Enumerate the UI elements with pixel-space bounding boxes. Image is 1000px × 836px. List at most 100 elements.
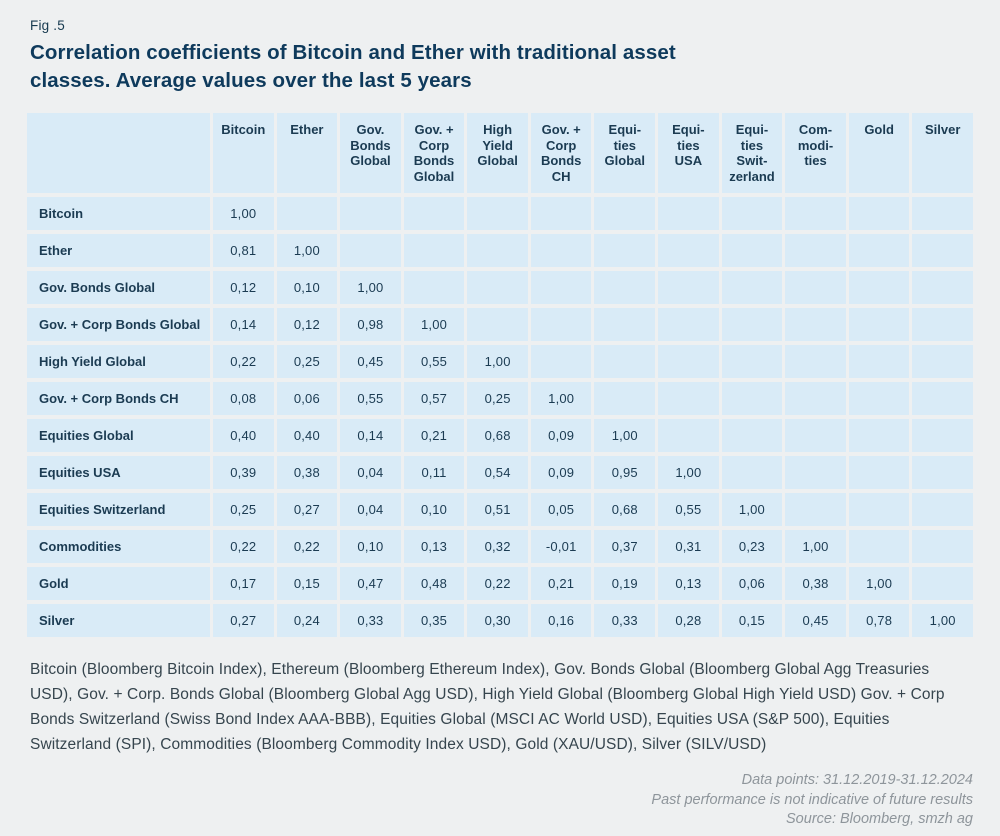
matrix-cell-empty xyxy=(467,308,528,341)
matrix-cell: 1,00 xyxy=(530,382,592,415)
matrix-cell: 0,40 xyxy=(276,419,338,452)
matrix-cell-empty xyxy=(912,419,973,452)
matrix-cell: 1,00 xyxy=(721,493,783,526)
matrix-cell-empty xyxy=(848,382,910,415)
matrix-cell-empty xyxy=(912,493,973,526)
column-header: Gov. + Corp Bonds CH xyxy=(530,113,592,193)
matrix-cell-empty xyxy=(912,197,973,230)
column-header: Equi- ties Global xyxy=(594,113,656,193)
matrix-cell: 0,81 xyxy=(213,234,274,267)
matrix-cell: 1,00 xyxy=(848,567,910,600)
matrix-cell-empty xyxy=(530,345,592,378)
matrix-cell-empty xyxy=(912,345,973,378)
matrix-cell: 1,00 xyxy=(276,234,338,267)
matrix-cell-empty xyxy=(467,271,528,304)
matrix-cell-empty xyxy=(594,271,656,304)
column-header: Gold xyxy=(848,113,910,193)
matrix-cell-empty xyxy=(721,382,783,415)
matrix-cell-empty xyxy=(658,271,719,304)
matrix-cell: 0,05 xyxy=(530,493,592,526)
performance-disclaimer: Past performance is not indicative of fu… xyxy=(651,791,973,808)
matrix-cell: 0,32 xyxy=(467,530,528,563)
matrix-cell-empty xyxy=(912,567,973,600)
matrix-cell: 0,06 xyxy=(721,567,783,600)
matrix-cell: 0,19 xyxy=(594,567,656,600)
matrix-cell: 0,13 xyxy=(403,530,465,563)
matrix-cell-empty xyxy=(403,271,465,304)
row-header: Commodities xyxy=(27,530,210,563)
matrix-cell: 1,00 xyxy=(912,604,973,637)
column-header: Ether xyxy=(276,113,338,193)
matrix-cell: 0,55 xyxy=(340,382,401,415)
source-block: Data points: 31.12.2019-31.12.2024 Past … xyxy=(27,771,973,830)
matrix-cell-empty xyxy=(530,234,592,267)
row-header: Equities Global xyxy=(27,419,210,452)
matrix-cell-empty xyxy=(721,308,783,341)
matrix-cell: 1,00 xyxy=(467,345,528,378)
matrix-cell-empty xyxy=(848,271,910,304)
matrix-cell-empty xyxy=(721,345,783,378)
matrix-cell: 0,10 xyxy=(340,530,401,563)
matrix-cell-empty xyxy=(912,271,973,304)
matrix-cell-empty xyxy=(594,197,656,230)
matrix-cell: 0,47 xyxy=(340,567,401,600)
matrix-corner-cell xyxy=(27,113,210,193)
matrix-cell: 0,95 xyxy=(594,456,656,489)
matrix-cell: 1,00 xyxy=(403,308,465,341)
matrix-cell: 0,39 xyxy=(213,456,274,489)
matrix-cell-empty xyxy=(785,234,846,267)
matrix-cell: 0,21 xyxy=(530,567,592,600)
matrix-cell: 0,33 xyxy=(340,604,401,637)
matrix-cell: 0,15 xyxy=(276,567,338,600)
column-header: Com- modi- ties xyxy=(785,113,846,193)
matrix-cell: 0,23 xyxy=(721,530,783,563)
matrix-cell: 0,51 xyxy=(467,493,528,526)
matrix-cell: 0,11 xyxy=(403,456,465,489)
matrix-cell: 0,38 xyxy=(785,567,846,600)
matrix-cell-empty xyxy=(530,197,592,230)
matrix-cell: 0,16 xyxy=(530,604,592,637)
column-header: Silver xyxy=(912,113,973,193)
matrix-cell: 0,04 xyxy=(340,493,401,526)
matrix-cell-empty xyxy=(530,308,592,341)
matrix-cell-empty xyxy=(912,308,973,341)
matrix-cell-empty xyxy=(785,197,846,230)
matrix-cell: 0,22 xyxy=(213,530,274,563)
matrix-cell-empty xyxy=(912,234,973,267)
matrix-cell-empty xyxy=(276,197,338,230)
matrix-cell-empty xyxy=(721,197,783,230)
matrix-cell-empty xyxy=(848,234,910,267)
matrix-cell: 1,00 xyxy=(658,456,719,489)
matrix-cell: 0,98 xyxy=(340,308,401,341)
matrix-cell-empty xyxy=(721,271,783,304)
column-header: Equi- ties Swit- zerland xyxy=(721,113,783,193)
matrix-cell: 0,31 xyxy=(658,530,719,563)
matrix-cell-empty xyxy=(785,493,846,526)
matrix-cell-empty xyxy=(848,456,910,489)
matrix-cell: 0,24 xyxy=(276,604,338,637)
matrix-cell: 1,00 xyxy=(213,197,274,230)
matrix-cell-empty xyxy=(848,419,910,452)
matrix-cell: 0,08 xyxy=(213,382,274,415)
row-header: Bitcoin xyxy=(27,197,210,230)
matrix-cell: 0,13 xyxy=(658,567,719,600)
row-header: Gold xyxy=(27,567,210,600)
matrix-cell-empty xyxy=(594,382,656,415)
matrix-cell: 0,28 xyxy=(658,604,719,637)
index-definitions-footnote: Bitcoin (Bloomberg Bitcoin Index), Ether… xyxy=(30,661,945,753)
matrix-cell-empty xyxy=(340,234,401,267)
data-points-note: Data points: 31.12.2019-31.12.2024 xyxy=(741,772,973,788)
correlation-matrix-table: Bitcoin Ether Gov. Bonds Global Gov. + Corp… xyxy=(27,113,973,637)
matrix-cell: 0,55 xyxy=(658,493,719,526)
matrix-cell-empty xyxy=(848,493,910,526)
matrix-cell: 0,22 xyxy=(467,567,528,600)
matrix-cell-empty xyxy=(658,308,719,341)
matrix-cell-empty xyxy=(848,308,910,341)
matrix-cell: 0,78 xyxy=(848,604,910,637)
column-header: Equi- ties USA xyxy=(658,113,719,193)
matrix-cell: 0,27 xyxy=(213,604,274,637)
matrix-cell-empty xyxy=(467,197,528,230)
matrix-cell: 0,12 xyxy=(276,308,338,341)
matrix-cell-empty xyxy=(912,456,973,489)
